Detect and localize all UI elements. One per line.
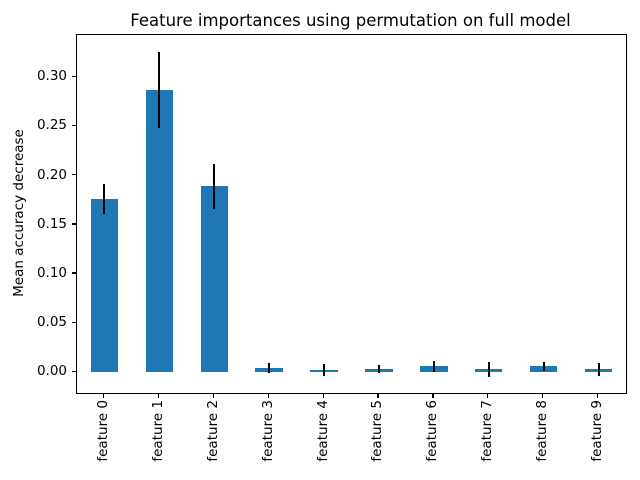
error-bar-feature-9 [597, 362, 600, 377]
y-tick-label: 0.30 [36, 68, 67, 85]
x-tick-label: feature 3 [259, 400, 276, 462]
y-tick-label: 0.00 [36, 363, 67, 380]
bar-feature-1 [145, 90, 174, 373]
y-tick-label: 0.25 [36, 117, 67, 134]
x-tick-label: feature 0 [94, 400, 111, 462]
y-tick-mark [72, 370, 76, 373]
x-tick-label: feature 9 [589, 400, 606, 462]
error-bar-feature-7 [487, 361, 490, 378]
y-tick-mark [72, 223, 76, 225]
y-tick-mark [72, 124, 76, 127]
x-tick-label: feature 6 [424, 400, 441, 462]
error-bar-feature-0 [103, 184, 106, 214]
x-tick-mark [377, 394, 379, 398]
error-bar-feature-3 [268, 363, 271, 374]
x-tick-mark [597, 394, 599, 398]
error-bar-feature-8 [542, 361, 545, 372]
y-tick-label: 0.10 [36, 264, 67, 281]
x-tick-label: feature 5 [369, 400, 386, 462]
x-tick-label: feature 7 [479, 400, 496, 462]
x-tick-label: feature 8 [534, 400, 551, 462]
y-tick-label: 0.05 [36, 314, 67, 331]
x-tick-label: feature 4 [314, 400, 331, 462]
bar-feature-2 [200, 186, 228, 373]
y-tick-label: 0.15 [36, 215, 67, 232]
y-tick-mark [72, 75, 76, 77]
y-tick-mark [72, 272, 76, 274]
bar-feature-0 [90, 199, 119, 373]
x-tick-mark [212, 394, 214, 398]
x-tick-label: feature 2 [204, 400, 221, 462]
x-tick-mark [432, 394, 434, 398]
y-tick-mark [72, 174, 76, 176]
x-tick-mark [267, 394, 269, 398]
error-bar-feature-5 [377, 365, 380, 374]
y-tick-mark [72, 321, 76, 323]
error-bar-feature-2 [213, 163, 216, 210]
x-tick-mark [157, 394, 160, 398]
plot-area [76, 34, 627, 394]
x-tick-mark [487, 394, 489, 398]
chart-title: Feature importances using permutation on… [130, 11, 571, 30]
x-tick-mark [102, 394, 105, 398]
x-tick-mark [322, 394, 324, 398]
x-tick-mark [542, 394, 544, 398]
error-bar-feature-4 [323, 364, 326, 377]
error-bar-feature-1 [158, 51, 161, 129]
x-tick-label: feature 1 [149, 400, 166, 462]
y-tick-label: 0.20 [36, 166, 67, 183]
error-bar-feature-6 [432, 360, 435, 373]
